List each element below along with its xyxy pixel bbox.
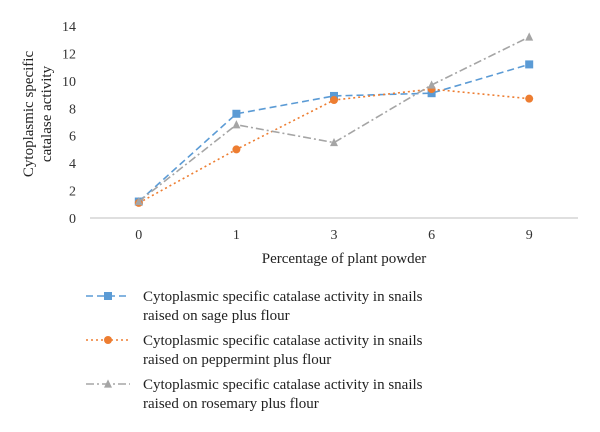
- x-tick-label: 9: [526, 228, 533, 243]
- y-tick-label: 12: [62, 47, 76, 62]
- legend-item: Cytoplasmic specific catalase activity i…: [86, 333, 423, 368]
- x-tick-label: 6: [428, 228, 435, 243]
- legend-label: Cytoplasmic specific catalase activity i…: [143, 289, 423, 305]
- legend-item: Cytoplasmic specific catalase activity i…: [86, 289, 423, 324]
- x-tick-label: 3: [331, 228, 338, 243]
- y-axis-title: Cytoplasmic specific catalase activity: [21, 51, 55, 178]
- legend-item: Cytoplasmic specific catalase activity i…: [86, 377, 423, 412]
- y-tick-label: 2: [69, 185, 76, 200]
- series-1: [134, 60, 534, 206]
- data-point: [330, 91, 338, 100]
- y-tick-label: 8: [69, 102, 76, 117]
- data-point: [330, 137, 338, 147]
- y-tick-label: 4: [69, 157, 76, 172]
- legend-marker: [104, 292, 112, 300]
- legend-label: Cytoplasmic specific catalase activity i…: [143, 377, 423, 393]
- data-point: [427, 80, 436, 89]
- x-tick-label: 1: [233, 228, 240, 243]
- data-point: [232, 109, 241, 118]
- data-point: [134, 196, 143, 206]
- series-layer: [134, 32, 534, 207]
- y-axis-ticks: 0 2 4 6 8 10 12 14: [62, 20, 76, 227]
- y-tick-label: 10: [62, 75, 76, 90]
- data-point: [232, 145, 241, 154]
- x-axis-ticks: 0 1 3 6 9: [135, 228, 532, 243]
- data-point: [525, 94, 534, 103]
- data-point: [427, 89, 436, 98]
- legend-label: raised on rosemary plus flour: [143, 396, 319, 412]
- data-point: [525, 60, 534, 69]
- legend-marker: [104, 336, 112, 344]
- legend-marker: [104, 379, 112, 388]
- y-tick-label: 14: [62, 20, 76, 35]
- series-line: [138, 36, 530, 203]
- data-point: [330, 96, 338, 105]
- y-tick-label: 0: [69, 212, 76, 227]
- legend-label: raised on peppermint plus flour: [143, 352, 331, 368]
- legend: Cytoplasmic specific catalase activity i…: [86, 289, 423, 412]
- data-point: [525, 32, 534, 41]
- x-axis-title: Percentage of plant powder: [262, 251, 427, 267]
- legend-label: raised on sage plus flour: [143, 308, 290, 324]
- data-point: [232, 120, 241, 129]
- series-line: [138, 63, 530, 203]
- x-tick-label: 0: [135, 228, 142, 243]
- series-3: [134, 32, 534, 206]
- legend-label: Cytoplasmic specific catalase activity i…: [143, 333, 423, 349]
- y-tick-label: 6: [69, 130, 76, 145]
- y-axis-title-line-2: catalase activity: [39, 65, 55, 162]
- y-axis-title-line-1: Cytoplasmic specific: [21, 51, 37, 178]
